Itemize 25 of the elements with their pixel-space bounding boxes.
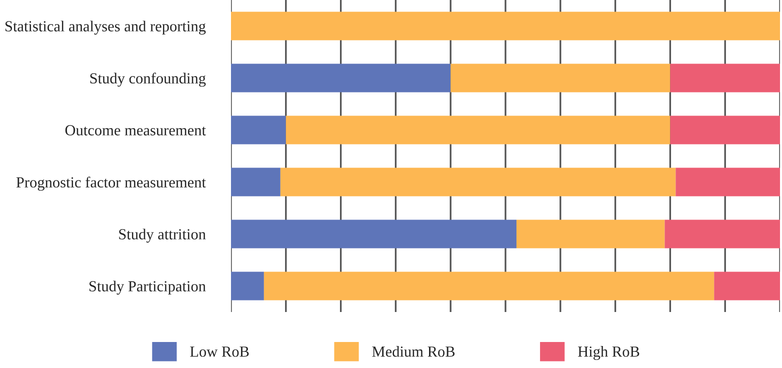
y-tick-label: Outcome measurement [65,125,206,136]
y-tick-label: Statistical analyses and reporting [5,20,206,35]
bar [670,116,780,144]
bar [231,272,264,300]
bar [516,220,665,248]
bar [231,116,286,144]
bar [286,116,670,144]
bar [231,12,780,40]
legend-label: High RoB [578,346,640,360]
bar [231,64,451,92]
bar [670,64,780,92]
bar [231,168,280,196]
y-tick-label: Prognostic factor measurement [16,176,206,191]
bar [264,272,714,300]
bar [676,168,780,196]
bar [450,64,670,92]
y-tick-label: Study confounding [90,72,206,87]
bar [664,220,780,248]
bar [714,272,780,300]
legend-label: Low RoB [190,346,249,357]
bar [280,168,676,196]
y-tick-label: Study Participation [89,280,206,295]
y-tick-label: Study attrition [119,228,206,243]
legend-label: Medium RoB [372,346,455,357]
bar [231,220,516,248]
